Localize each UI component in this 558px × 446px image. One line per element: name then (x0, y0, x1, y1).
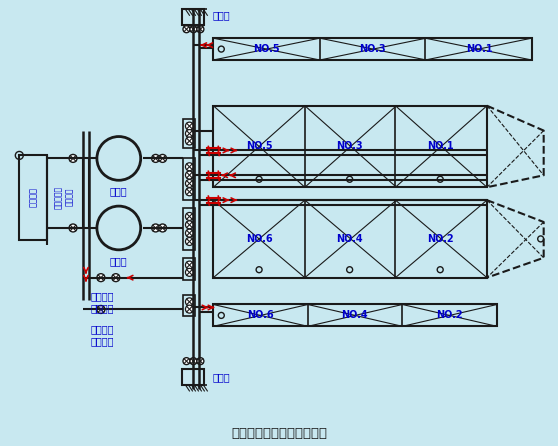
Circle shape (197, 358, 204, 365)
Text: NO.3: NO.3 (336, 141, 363, 152)
Text: 海水滤器: 海水滤器 (28, 187, 38, 207)
Circle shape (152, 154, 160, 162)
Circle shape (185, 188, 194, 196)
Circle shape (185, 261, 194, 269)
Circle shape (185, 122, 194, 130)
Text: 集水井: 集水井 (213, 372, 230, 382)
Text: 压载泵: 压载泵 (110, 256, 128, 266)
Text: NO.6: NO.6 (246, 234, 272, 244)
Circle shape (190, 26, 197, 33)
Bar (213, 200, 487, 278)
Circle shape (112, 274, 120, 281)
Bar (182, 369, 204, 385)
Circle shape (185, 137, 194, 145)
Circle shape (97, 274, 105, 281)
Circle shape (158, 224, 166, 232)
Text: 接舱底与
消防总泵: 接舱底与 消防总泵 (91, 292, 114, 313)
Text: NO.1: NO.1 (427, 141, 454, 152)
Bar (184, 119, 195, 149)
Bar (182, 9, 204, 25)
Text: NO.5: NO.5 (253, 44, 280, 54)
Circle shape (185, 229, 194, 237)
Text: NO.2: NO.2 (436, 310, 463, 320)
Bar (213, 38, 532, 60)
Text: NO.1: NO.1 (466, 44, 492, 54)
Bar (184, 158, 195, 200)
Circle shape (185, 179, 194, 187)
Text: 接应急舱
底排出管: 接应急舱 底排出管 (91, 324, 114, 346)
Bar (213, 305, 497, 326)
Text: 某船压载水系统布置示意图: 某船压载水系统布置示意图 (231, 427, 327, 440)
Circle shape (158, 154, 166, 162)
Circle shape (152, 224, 160, 232)
Circle shape (185, 305, 194, 313)
Text: NO.4: NO.4 (336, 234, 363, 244)
Text: NO.2: NO.2 (427, 234, 454, 244)
Circle shape (185, 221, 194, 229)
Circle shape (185, 238, 194, 245)
Circle shape (97, 306, 105, 314)
Circle shape (185, 171, 194, 179)
Text: 集水井: 集水井 (213, 10, 230, 21)
Text: 消空气管: 消空气管 (65, 188, 74, 206)
Circle shape (183, 26, 190, 33)
Bar (184, 258, 195, 280)
Text: NO.3: NO.3 (359, 44, 386, 54)
Circle shape (197, 26, 204, 33)
Circle shape (185, 298, 194, 306)
Text: 压载水管系: 压载水管系 (54, 186, 62, 209)
Circle shape (190, 358, 197, 365)
Text: NO.6: NO.6 (247, 310, 273, 320)
Text: NO.4: NO.4 (341, 310, 368, 320)
Bar (184, 294, 195, 316)
Circle shape (185, 212, 194, 220)
Text: 压载泵: 压载泵 (110, 186, 128, 196)
Bar (184, 208, 195, 250)
Bar (20, 155, 47, 240)
Circle shape (185, 268, 194, 277)
Circle shape (69, 154, 77, 162)
Text: NO.5: NO.5 (246, 141, 272, 152)
Circle shape (183, 358, 190, 365)
Bar (213, 106, 487, 187)
Circle shape (185, 130, 194, 137)
Circle shape (185, 163, 194, 171)
Circle shape (69, 224, 77, 232)
